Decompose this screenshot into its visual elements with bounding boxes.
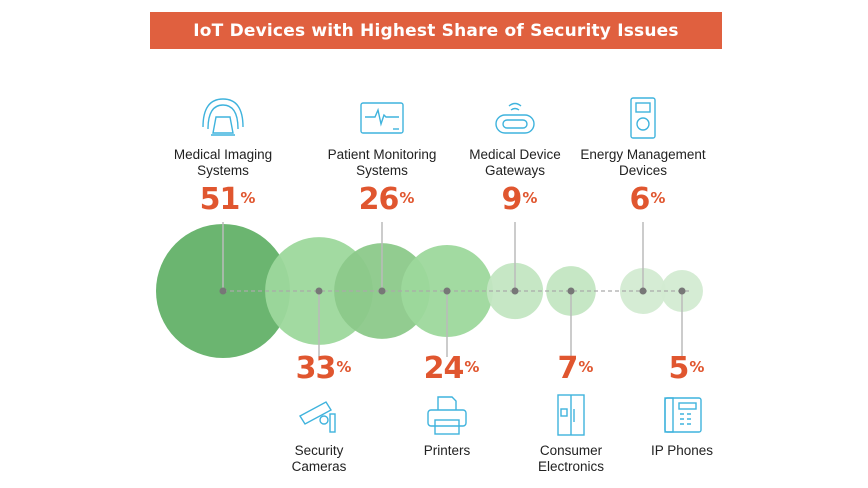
- percent-sign: %: [689, 358, 704, 376]
- refrigerator-icon: [546, 394, 596, 436]
- category-label: Energy Management Devices: [580, 147, 706, 178]
- desk-phone-icon: [657, 394, 707, 436]
- value-label: 9%: [459, 184, 579, 216]
- bubble-center-dot: [315, 287, 323, 295]
- category-label: Security Cameras: [291, 443, 347, 474]
- bubble-center-dot: [219, 287, 227, 295]
- percent-sign: %: [336, 358, 351, 376]
- value-number: 51: [199, 182, 241, 217]
- value-number: 24: [423, 351, 465, 386]
- smart-meter-icon: [618, 97, 668, 139]
- percent-sign: %: [240, 189, 255, 207]
- bubble-center-dot: [511, 287, 519, 295]
- value-number: 9: [501, 182, 523, 217]
- value-label: 26%: [326, 184, 446, 216]
- value-label: 51%: [167, 184, 287, 216]
- bubble-center-dot: [639, 287, 647, 295]
- category-label: IP Phones: [650, 443, 714, 458]
- value-number: 7: [557, 351, 579, 386]
- value-number: 33: [295, 351, 337, 386]
- bubble-center-dot: [678, 287, 686, 295]
- heart-monitor-icon: [357, 97, 407, 139]
- value-label: 24%: [391, 353, 511, 385]
- value-label: 6%: [587, 184, 707, 216]
- security-camera-icon: [294, 394, 344, 436]
- value-label: 5%: [626, 353, 746, 385]
- category-label: Medical Imaging Systems: [173, 147, 273, 178]
- mri-scanner-icon: [198, 97, 248, 139]
- percent-sign: %: [399, 189, 414, 207]
- printer-icon: [422, 394, 472, 436]
- category-label: Consumer Electronics: [537, 443, 605, 474]
- percent-sign: %: [464, 358, 479, 376]
- bubble-center-dot: [378, 287, 386, 295]
- wifi-gateway-icon: [490, 97, 540, 139]
- chart-title: IoT Devices with Highest Share of Securi…: [150, 12, 722, 49]
- percent-sign: %: [650, 189, 665, 207]
- percent-sign: %: [578, 358, 593, 376]
- value-number: 26: [358, 182, 400, 217]
- category-label: Medical Device Gateways: [469, 147, 561, 178]
- category-label: Patient Monitoring Systems: [327, 147, 437, 178]
- value-number: 6: [629, 182, 651, 217]
- category-label: Printers: [423, 443, 471, 458]
- percent-sign: %: [522, 189, 537, 207]
- value-number: 5: [668, 351, 690, 386]
- bubble-center-dot: [567, 287, 575, 295]
- value-label: 7%: [515, 353, 635, 385]
- value-label: 33%: [263, 353, 383, 385]
- bubble-center-dot: [443, 287, 451, 295]
